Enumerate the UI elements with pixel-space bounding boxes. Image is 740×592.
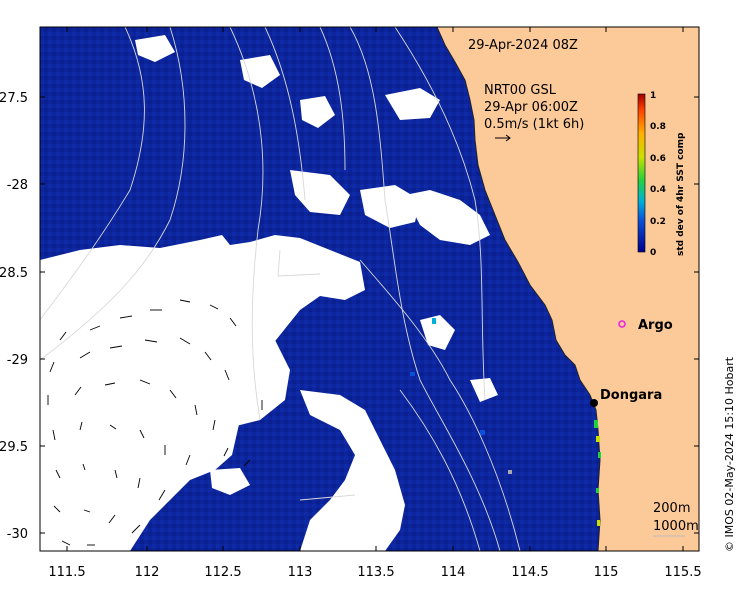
x-tick-label: 112.5 [204, 565, 241, 580]
colorbar-tick: 0 [650, 248, 656, 258]
x-tick-label: 111.5 [48, 565, 85, 580]
place-label-dongara: Dongara [600, 388, 662, 403]
isobath-label-200m: 200m [653, 501, 690, 516]
x-tick-label: 115 [594, 565, 619, 580]
y-tick-label: -29 [7, 353, 28, 368]
current-vectors [47, 299, 263, 546]
x-tick-label: 114.5 [511, 565, 548, 580]
y-tick-label: -30 [7, 527, 28, 542]
colorbar-tick: 0.8 [650, 122, 666, 132]
argo-marker[interactable] [618, 320, 626, 328]
x-tick-label: 112 [135, 565, 160, 580]
y-tick-label: -27.5 [0, 91, 28, 106]
y-tick-label: -29.5 [0, 440, 28, 455]
plot-frame [39, 26, 700, 552]
colorbar-tick: 0.6 [650, 154, 666, 164]
colorbar-tick: 1 [650, 91, 656, 101]
credit-text: © IMOS 02-May-2024 15:10 Hobart [723, 356, 736, 552]
colorbar-ramp [637, 93, 646, 253]
colorbar-tick: 0.2 [650, 217, 666, 227]
x-tick-label: 113 [288, 565, 313, 580]
tick-marks [40, 27, 699, 551]
isobath-label-1000m: 1000m [653, 519, 699, 534]
land-mass [436, 27, 699, 551]
x-tick-label: 115.5 [664, 565, 701, 580]
y-axis-labels: -27.5 -28 -28.5 -29 -29.5 -30 [0, 91, 28, 542]
map-title: 29-Apr-2024 08Z [468, 38, 578, 53]
colorbar-title: std dev of 4hr SST comp [676, 132, 686, 256]
dongara-marker[interactable] [590, 399, 598, 407]
y-tick-label: -28.5 [0, 266, 28, 281]
place-label-argo: Argo [638, 318, 673, 333]
x-axis-labels: 111.5 112 112.5 113 113.5 114 114.5 115 … [48, 565, 701, 580]
vector-scale-label: 0.5m/s (1kt 6h) [484, 117, 584, 132]
coastal-highlights [410, 318, 601, 526]
y-tick-label: -28 [7, 178, 28, 193]
x-tick-label: 113.5 [357, 565, 394, 580]
isobaths [40, 27, 521, 551]
product-time: 29-Apr 06:00Z [484, 100, 578, 115]
scale-arrow [495, 134, 511, 142]
colorbar-tick: 0.4 [650, 185, 666, 195]
product-name: NRT00 GSL [484, 83, 557, 98]
x-tick-label: 114 [441, 565, 466, 580]
colorbar: 1 0.8 0.6 0.4 0.2 0 std dev of 4hr SST c… [637, 91, 686, 258]
